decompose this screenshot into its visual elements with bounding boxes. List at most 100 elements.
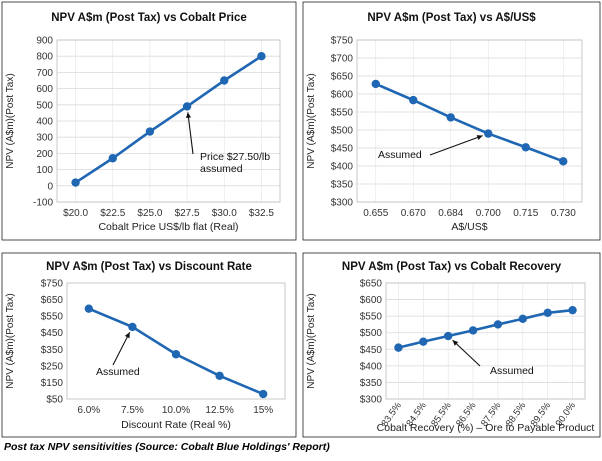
data-point — [259, 389, 268, 399]
x-tick-label: 0.730 — [551, 208, 576, 219]
data-point — [220, 76, 229, 85]
x-tick-label: 6.0% — [77, 405, 100, 416]
annotation-label: Assumed — [378, 149, 422, 161]
annotation-arrow — [112, 332, 131, 366]
annotation-label: Assumed — [490, 365, 534, 377]
x-tick-label: $32.5 — [249, 208, 274, 219]
chart-title: NPV A$m (Post Tax) vs Discount Rate — [46, 261, 252, 273]
data-point — [394, 343, 403, 352]
y-tick-label: $450 — [360, 345, 383, 356]
data-point — [182, 102, 192, 111]
annotation-arrowhead — [124, 332, 130, 339]
x-tick-label: 0.684 — [438, 208, 463, 219]
annotation-arrow — [429, 135, 483, 156]
y-tick-label: $250 — [41, 361, 64, 372]
data-point — [84, 304, 94, 313]
data-point — [71, 178, 80, 187]
annotation-label: Price $27.50/lb assumed — [200, 151, 270, 175]
data-point — [145, 127, 155, 136]
x-tick-label: 15% — [253, 405, 273, 416]
y-tick-label: $600 — [360, 295, 383, 306]
data-point — [468, 326, 478, 335]
data-point — [257, 52, 266, 61]
y-tick-label: $300 — [360, 395, 383, 406]
y-axis-label: NPV (A$m)(Post Tax) — [306, 73, 317, 168]
x-axis-label: A$/US$ — [451, 221, 487, 233]
annotation-label: Assumed — [96, 366, 140, 378]
data-point — [568, 305, 577, 315]
x-tick-label: $20.0 — [63, 208, 88, 219]
series-line — [375, 82, 564, 163]
y-tick-label: 0 — [47, 181, 53, 192]
data-point — [419, 337, 428, 346]
x-tick-label: 7.5% — [121, 405, 144, 416]
y-axis-label: NPV (A$m)(Post Tax) — [5, 293, 16, 388]
chart-panel-3: NPV A$m (Post Tax) vs Discount Rate $50 $1… — [1, 252, 297, 438]
data-point — [128, 322, 137, 332]
y-tick-label: $50 — [46, 395, 63, 406]
plot-area — [356, 39, 583, 203]
x-tick-label: $27.5 — [175, 208, 200, 219]
chart-title: NPV A$m (Post Tax) vs Cobalt Recovery — [342, 261, 562, 273]
y-tick-label: $650 — [331, 72, 354, 83]
data-point — [446, 113, 455, 122]
y-tick-label: $550 — [360, 312, 383, 323]
y-tick-label: $700 — [331, 54, 354, 65]
data-point — [559, 157, 568, 166]
y-tick-label: $400 — [331, 162, 354, 173]
plot-area — [66, 282, 286, 400]
annotation-arrow — [187, 112, 194, 155]
y-axis-label: NPV (A$m)(Post Tax) — [306, 293, 317, 388]
panel-border — [302, 252, 601, 438]
x-tick-label: 0.715 — [513, 208, 538, 219]
series-line — [74, 55, 263, 184]
data-point — [215, 371, 224, 380]
data-point — [171, 350, 181, 359]
plot-area — [56, 39, 281, 203]
chart-title: NPV A$m (Post Tax) vs Cobalt Price — [51, 12, 247, 24]
y-tick-label: $450 — [331, 144, 354, 155]
y-tick-label: 100 — [36, 165, 53, 176]
data-point — [521, 143, 530, 152]
chart-panel-1: NPV A$m (Post Tax) vs Cobalt Price -100 0 1… — [1, 1, 297, 241]
y-tick-label: 700 — [36, 68, 53, 79]
y-tick-label: $450 — [41, 328, 64, 339]
y-tick-label: 900 — [36, 36, 53, 47]
x-tick-label: 10.0% — [162, 405, 190, 416]
y-tick-label: $550 — [41, 312, 64, 323]
x-tick-label: $22.5 — [100, 208, 125, 219]
y-tick-label: $600 — [331, 90, 354, 101]
data-point — [518, 314, 528, 323]
chart-panel-2: NPV A$m (Post Tax) vs A$/US$ $300 $350 $400… — [302, 1, 601, 241]
x-tick-label: 0.700 — [476, 208, 501, 219]
data-point — [443, 331, 453, 341]
data-point — [543, 308, 552, 318]
y-tick-label: 600 — [36, 84, 53, 95]
x-axis-label: Cobalt Price US$/lb flat (Real) — [98, 221, 238, 233]
y-tick-label: $400 — [360, 361, 383, 372]
data-point — [484, 129, 493, 138]
y-tick-label: $650 — [41, 295, 64, 306]
x-axis-label: Discount Rate (Real %) — [121, 419, 231, 431]
y-tick-label: 800 — [36, 52, 53, 63]
data-point — [371, 79, 380, 89]
y-tick-label: $150 — [41, 378, 64, 389]
data-point — [108, 154, 117, 163]
y-tick-label: $750 — [331, 36, 354, 47]
y-tick-label: $350 — [331, 180, 354, 191]
data-point — [493, 320, 503, 329]
annotation-arrow — [452, 339, 481, 367]
x-tick-label: $25.0 — [137, 208, 162, 219]
figure-caption: Post tax NPV sensitivities (Source: Coba… — [4, 441, 330, 453]
y-tick-label: $550 — [331, 108, 354, 119]
y-tick-label: $300 — [331, 198, 354, 209]
y-tick-label: -100 — [33, 198, 53, 209]
y-tick-label: $350 — [41, 345, 64, 356]
y-tick-label: 200 — [36, 149, 53, 160]
y-tick-label: $750 — [41, 279, 64, 290]
chart-title: NPV A$m (Post Tax) vs A$/US$ — [367, 12, 536, 24]
x-tick-label: 12.5% — [205, 405, 233, 416]
x-tick-label: $30.0 — [212, 208, 237, 219]
charts-svg: NPV A$m (Post Tax) vs Cobalt Price -100 0 1… — [1, 1, 601, 438]
x-tick-label: 0.655 — [363, 208, 388, 219]
